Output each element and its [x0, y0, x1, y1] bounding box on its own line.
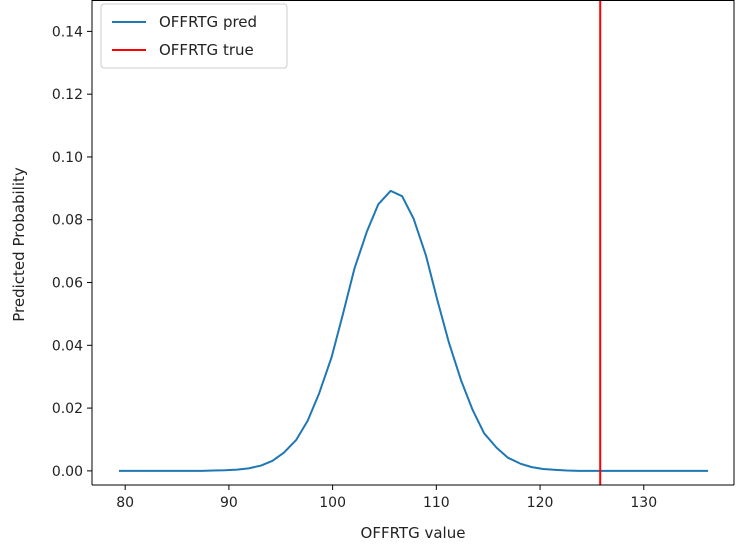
x-tick-label: 100 [319, 495, 346, 511]
y-tick-label: 0.14 [52, 24, 83, 40]
x-axis-label: OFFRTG value [361, 524, 466, 542]
x-tick-label: 130 [630, 495, 657, 511]
y-tick-label: 0.10 [52, 150, 83, 166]
series-line-pred [118, 189, 709, 472]
x-tick-label: 110 [423, 495, 450, 511]
y-tick-label: 0.02 [52, 401, 83, 417]
y-axis-label: Predicted Probability [10, 167, 28, 322]
legend: OFFRTG pred OFFRTG true [100, 3, 288, 69]
y-tick-label: 0.08 [52, 213, 83, 229]
y-tick-label: 0.04 [52, 338, 83, 354]
legend-box [100, 3, 288, 69]
legend-label: OFFRTG true [159, 41, 254, 59]
x-tick-label: 120 [527, 495, 554, 511]
x-tick-label: 90 [220, 495, 238, 511]
y-tick-label: 0.06 [52, 276, 83, 292]
y-tick-label: 0.00 [52, 464, 83, 480]
y-tick-label: 0.12 [52, 87, 83, 103]
legend-label: OFFRTG pred [159, 13, 257, 31]
x-tick-label: 80 [116, 495, 134, 511]
axes: 80 90 100 110 120 130 0.00 0.02 0.04 0.06 0.08 0.10… [10, 0, 735, 542]
plot-area [118, 0, 709, 485]
